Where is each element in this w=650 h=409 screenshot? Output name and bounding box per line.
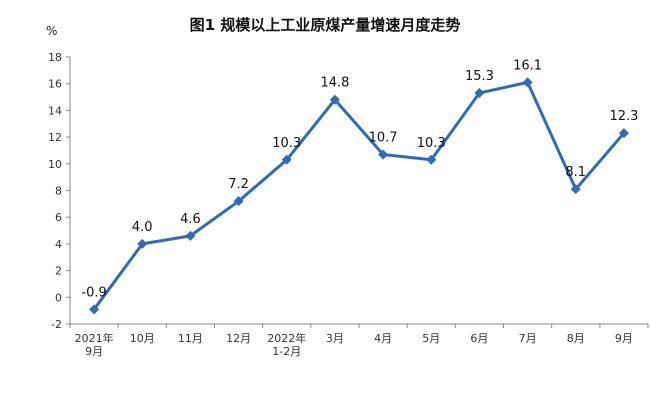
y-tick-label: 14 bbox=[48, 104, 62, 117]
data-point-marker bbox=[329, 94, 340, 105]
series-line bbox=[92, 80, 626, 311]
data-label: 8.1 bbox=[565, 165, 586, 180]
y-tick-label: -2 bbox=[51, 318, 62, 331]
y-tick-label: 12 bbox=[48, 131, 62, 144]
data-point-marker bbox=[426, 154, 437, 165]
data-label: 4.6 bbox=[180, 212, 201, 227]
data-markers bbox=[89, 77, 629, 315]
x-tick-label: 10月 bbox=[130, 332, 155, 345]
data-label: 16.1 bbox=[513, 58, 542, 73]
x-tick-label: 11月 bbox=[178, 332, 203, 345]
data-point-marker bbox=[281, 154, 292, 165]
x-tick-label: 7月 bbox=[519, 332, 537, 345]
data-labels: -0.9 4.0 4.6 7.2 10.3 14.8 10.7 10.3 15.3 16.1 8.1… bbox=[81, 58, 638, 300]
x-tick-label: 4月 bbox=[374, 332, 392, 345]
data-point-marker bbox=[89, 304, 100, 315]
data-label: 7.2 bbox=[228, 177, 249, 192]
data-label: 10.3 bbox=[272, 136, 301, 151]
x-tick-label: 3月 bbox=[326, 332, 344, 345]
data-point-marker bbox=[522, 77, 533, 88]
x-tick-label: 8月 bbox=[567, 332, 585, 345]
x-tick-label: 2022年 1-2月 bbox=[267, 331, 306, 358]
x-axis-ticks: 2021年 9月 10月 11月 12月 2022年 1-2月 3月 4月 5月 6月 7月 8月 9月 bbox=[69, 324, 649, 358]
data-point-marker bbox=[378, 149, 389, 160]
data-point-marker bbox=[618, 128, 629, 139]
y-tick-label: 8 bbox=[55, 185, 62, 198]
y-tick-label: 18 bbox=[48, 51, 62, 64]
x-tick-label: 12月 bbox=[226, 332, 251, 345]
x-tick-label: 9月 bbox=[615, 332, 633, 345]
data-label: 4.0 bbox=[132, 220, 153, 235]
y-tick-label: 16 bbox=[48, 78, 62, 91]
y-tick-label: 10 bbox=[48, 158, 62, 171]
y-tick-label: 2 bbox=[55, 265, 62, 278]
x-tick-label: 6月 bbox=[470, 332, 488, 345]
data-label: 14.8 bbox=[320, 76, 349, 91]
y-tick-label: 6 bbox=[55, 211, 62, 224]
y-axis-unit-label: % bbox=[46, 24, 58, 38]
data-point-marker bbox=[137, 238, 148, 249]
x-tick-label: 2021年 9月 bbox=[75, 331, 114, 358]
data-point-marker bbox=[474, 88, 485, 99]
y-axis-ticks: -2 0 2 4 6 8 10 12 14 16 18 bbox=[48, 51, 70, 331]
data-point-marker bbox=[570, 184, 581, 195]
chart-title: 图1 规模以上工业原煤产量增速月度走势 bbox=[189, 16, 461, 34]
data-label: 10.7 bbox=[369, 130, 398, 145]
y-tick-label: 4 bbox=[55, 238, 62, 251]
x-tick-label: 5月 bbox=[422, 332, 440, 345]
y-tick-label: 0 bbox=[55, 291, 62, 304]
data-label: -0.9 bbox=[81, 285, 106, 300]
data-label: 12.3 bbox=[609, 109, 638, 124]
data-point-marker bbox=[233, 196, 244, 207]
data-label: 10.3 bbox=[417, 136, 446, 151]
data-label: 15.3 bbox=[465, 69, 494, 84]
data-point-marker bbox=[185, 230, 196, 241]
